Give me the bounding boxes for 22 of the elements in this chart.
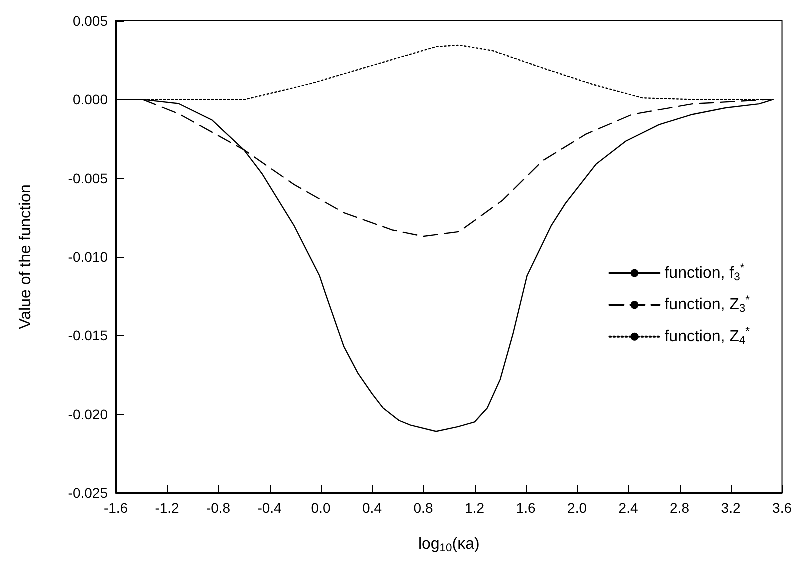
y-tick-label: -0.015 (68, 328, 108, 344)
x-tick-label: 2.8 (670, 500, 690, 516)
y-tick-label: -0.020 (68, 406, 108, 422)
x-tick-label: 2.4 (618, 500, 638, 516)
y-axis-title: Value of the function (18, 184, 34, 330)
x-tick-label: 0.0 (311, 500, 331, 516)
x-tick-label: 2.0 (568, 500, 588, 516)
x-tick-label: -0.4 (258, 500, 282, 516)
y-tick-label: -0.005 (68, 170, 108, 186)
x-tick-label: -1.2 (155, 500, 180, 516)
y-tick-label: 0.000 (72, 92, 108, 108)
x-tick-label: 1.6 (516, 500, 536, 516)
x-tick-label: -1.6 (104, 500, 128, 516)
y-tick-label: -0.010 (68, 249, 108, 265)
x-tick-label: 3.6 (772, 500, 792, 516)
x-tick-label: 0.8 (414, 500, 434, 516)
x-tick-label: 3.2 (721, 500, 741, 516)
x-tick-label: -0.8 (206, 500, 231, 516)
x-tick-label: 0.4 (362, 500, 382, 516)
y-tick-label: 0.005 (72, 13, 108, 29)
x-tick-label: 1.2 (465, 500, 485, 516)
y-tick-label: -0.025 (68, 485, 108, 501)
